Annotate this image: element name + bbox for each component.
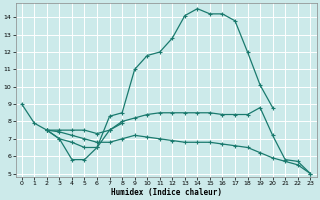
X-axis label: Humidex (Indice chaleur): Humidex (Indice chaleur) bbox=[110, 188, 221, 197]
